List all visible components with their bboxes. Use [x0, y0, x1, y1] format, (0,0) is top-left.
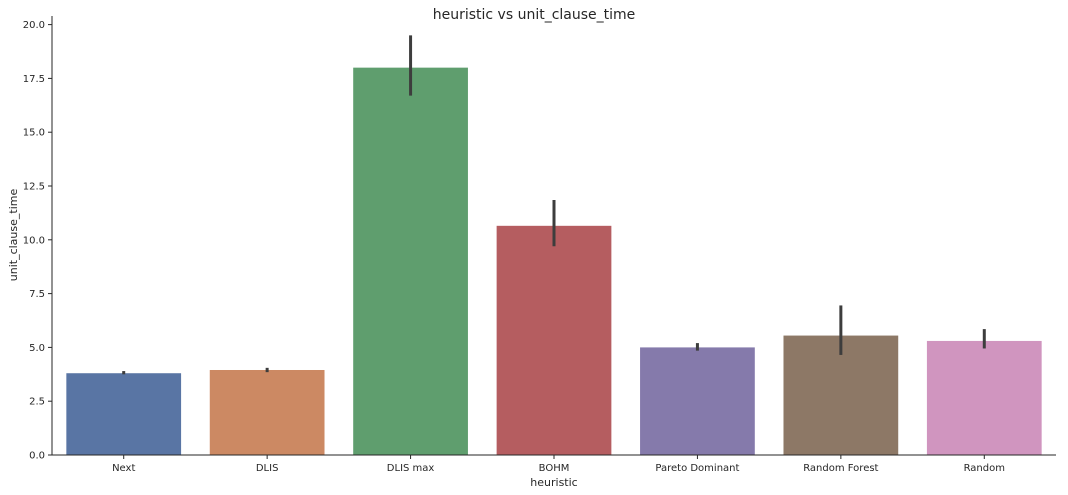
- x-tick-label: BOHM: [539, 463, 570, 474]
- y-axis: 0.0 2.5 5.0 7.5 10.0 12.5 15.0 17.5 20.0: [23, 16, 53, 462]
- x-axis-label: heuristic: [530, 476, 577, 489]
- x-tick-label: DLIS max: [387, 463, 435, 474]
- x-tick-label: Next: [112, 463, 135, 474]
- bar-next: [66, 373, 182, 455]
- bar-bohm: [496, 225, 612, 455]
- bar-dlis-max: [353, 67, 468, 455]
- x-tick-label: DLIS: [256, 463, 279, 474]
- bar-dlis: [209, 369, 325, 455]
- x-tick-label: Pareto Dominant: [655, 463, 739, 474]
- y-tick-label: 7.5: [29, 289, 45, 300]
- y-tick-label: 17.5: [23, 74, 45, 85]
- y-tick-label: 5.0: [29, 343, 45, 354]
- error-bars-group: [122, 35, 986, 375]
- y-tick-label: 10.0: [23, 235, 45, 246]
- y-tick-label: 15.0: [23, 128, 45, 139]
- bars-group: [66, 67, 1042, 455]
- chart-title: heuristic vs unit_clause_time: [433, 7, 636, 23]
- x-tick-label: Random Forest: [803, 463, 878, 474]
- bar-random-forest: [783, 335, 899, 455]
- y-tick-label: 2.5: [29, 397, 45, 408]
- y-tick-label: 20.0: [23, 20, 45, 31]
- y-tick-label: 12.5: [23, 182, 45, 193]
- x-tick-label: Random: [964, 463, 1005, 474]
- bar-pareto-dominant: [640, 347, 755, 455]
- bar-random: [926, 340, 1042, 455]
- x-axis: Next DLIS DLIS max BOHM Pareto Dominant Rando…: [52, 454, 1056, 474]
- y-tick-label: 0.0: [29, 451, 45, 462]
- y-axis-label: unit_clause_time: [7, 189, 20, 282]
